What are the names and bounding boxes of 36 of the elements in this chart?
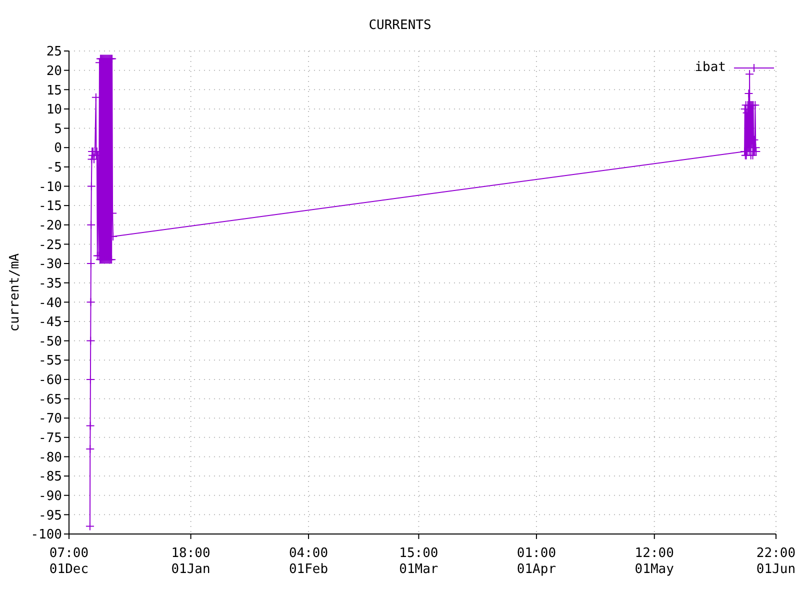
y-tick-label: 0 <box>54 141 62 156</box>
y-tick-label: -45 <box>38 315 62 330</box>
y-tick-label: -10 <box>38 180 62 195</box>
y-tick-label: -60 <box>38 373 62 388</box>
y-tick-label: 10 <box>46 102 62 118</box>
y-tick-label: -30 <box>38 257 62 272</box>
y-tick-label: -5 <box>46 160 62 176</box>
y-tick-label: -85 <box>38 470 62 485</box>
x-tick-label: 22:00 01Jun <box>756 546 796 577</box>
x-tick-label: 15:00 01Mar <box>399 546 438 577</box>
x-tick-label: 12:00 01May <box>634 546 674 577</box>
legend-label: ibat <box>694 60 726 75</box>
y-tick-label: 25 <box>46 44 62 60</box>
y-tick-label: 5 <box>54 122 62 137</box>
x-tick-label: 01:00 01Apr <box>516 546 556 577</box>
x-tick-label: 18:00 01Jan <box>171 546 210 577</box>
x-tick-label: 04:00 01Feb <box>288 546 328 577</box>
y-axis-title: current/mA <box>8 253 23 332</box>
y-tick-label: -35 <box>38 276 62 292</box>
y-tick-label: -65 <box>38 392 62 408</box>
y-tick-label: -80 <box>38 450 62 466</box>
y-tick-label: -55 <box>38 354 62 369</box>
y-tick-label: -100 <box>30 528 62 543</box>
x-tick-label: 07:00 01Dec <box>49 546 89 577</box>
y-tick-label: -20 <box>38 218 62 234</box>
y-tick-label: -70 <box>38 412 62 427</box>
y-tick-label: -75 <box>38 431 62 446</box>
y-tick-label: 20 <box>46 64 62 79</box>
y-tick-label: -50 <box>38 334 62 350</box>
y-tick-label: -40 <box>38 296 62 311</box>
y-tick-label: -90 <box>38 488 62 504</box>
y-tick-label: -25 <box>38 238 62 253</box>
chart-title: CURRENTS <box>368 18 432 33</box>
y-tick-label: -95 <box>38 508 62 524</box>
y-tick-label: -15 <box>38 199 62 214</box>
y-tick-label: 15 <box>46 83 62 98</box>
